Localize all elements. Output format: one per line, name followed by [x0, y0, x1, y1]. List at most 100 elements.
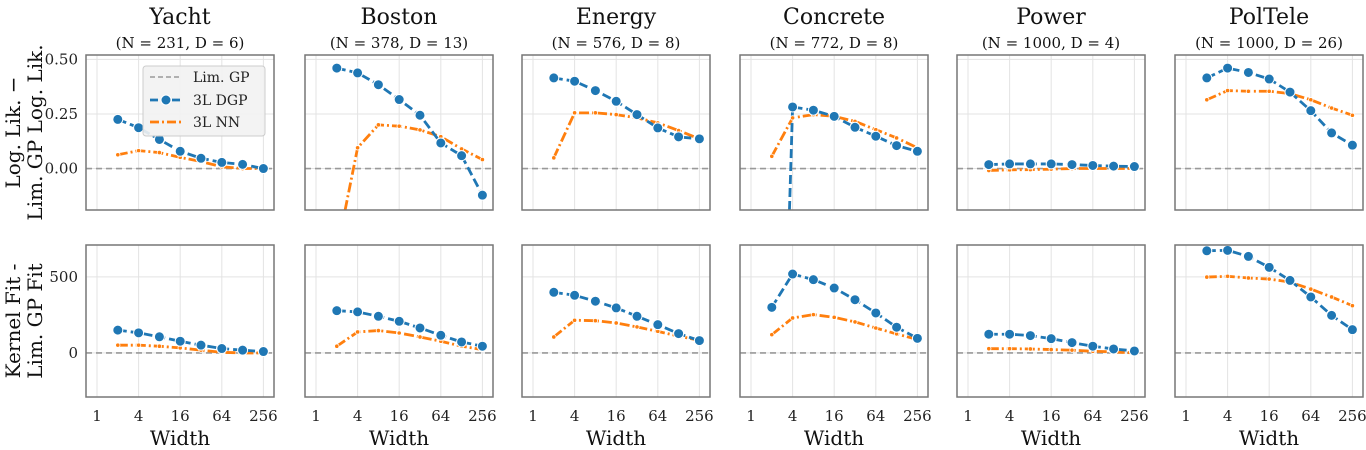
point-3l-nn [115, 342, 121, 348]
point-3l-dgp [331, 305, 343, 317]
point-3l-dgp [237, 158, 249, 170]
point-3l-nn [1225, 273, 1231, 279]
point-3l-dgp [1326, 127, 1338, 139]
point-3l-dgp [195, 339, 207, 351]
point-3l-dgp [1045, 333, 1057, 345]
panel-top-4: Power (N = 1000, D = 4) [956, 5, 1146, 211]
legend-dgp-marker [160, 94, 172, 106]
point-3l-dgp [891, 140, 903, 152]
point-3l-nn [354, 145, 361, 151]
point-3l-dgp [1108, 160, 1120, 172]
point-3l-nn [1048, 346, 1054, 353]
point-3l-nn [634, 324, 640, 330]
point-3l-dgp [673, 328, 685, 340]
point-3l-dgp [807, 274, 819, 286]
panel-frame [956, 54, 1146, 211]
point-3l-dgp [216, 156, 228, 168]
y-tick-label: 0.25 [45, 105, 78, 123]
panel-bottom-2: 1 4 16 64 256 Width [521, 244, 714, 450]
point-3l-dgp [237, 344, 249, 356]
point-3l-dgp [112, 324, 124, 336]
panel-bottom-1: 1 4 16 64 256 Width [304, 244, 497, 450]
point-3l-dgp [983, 328, 995, 340]
x-tick-label: 4 [134, 407, 144, 425]
panel-top-3: Concrete (N = 772, D = 8) [739, 5, 929, 211]
panel-subtitle: (N = 1000, D = 26) [1195, 34, 1343, 52]
point-3l-dgp [133, 327, 145, 339]
point-3l-dgp [548, 286, 560, 298]
x-tick-label: 16 [607, 407, 626, 425]
panel-title: PolTele [1229, 5, 1309, 30]
point-3l-nn [1349, 303, 1356, 309]
point-3l-dgp [589, 295, 601, 307]
panel-frame [521, 54, 711, 211]
point-3l-dgp [257, 163, 269, 175]
series-3l-dgp-line [1206, 248, 1354, 331]
point-3l-dgp [1201, 72, 1213, 84]
point-3l-dgp [870, 307, 882, 319]
point-3l-nn [1266, 276, 1272, 282]
point-3l-dgp [133, 122, 145, 134]
point-3l-nn [156, 149, 162, 156]
x-tick-label: 16 [171, 407, 190, 425]
x-axis-label: Width [1021, 426, 1081, 450]
panel-bottom-5: 1 4 16 64 256 Width [1174, 244, 1366, 450]
point-3l-dgp [652, 122, 664, 134]
panel-frame [1174, 244, 1364, 398]
panel-frame [85, 244, 275, 398]
point-3l-nn [1308, 97, 1314, 103]
point-3l-nn [354, 329, 361, 335]
x-tick-label: 1 [528, 407, 538, 425]
point-3l-dgp [1305, 105, 1317, 117]
legend-label: Lim. GP [193, 70, 250, 86]
x-tick-label: 64 [431, 407, 450, 425]
point-3l-dgp [766, 301, 778, 313]
x-tick-label: 1 [746, 407, 756, 425]
x-axis-label: Width [150, 426, 210, 450]
point-3l-nn [592, 318, 599, 324]
point-3l-dgp [548, 72, 560, 84]
point-3l-nn [1245, 275, 1252, 281]
legend-label: 3L NN [193, 115, 240, 131]
point-3l-dgp [569, 75, 581, 87]
point-3l-nn [375, 122, 381, 128]
panel-subtitle: (N = 1000, D = 4) [982, 34, 1120, 52]
point-3l-nn [769, 332, 775, 338]
point-3l-dgp [870, 130, 882, 142]
point-3l-dgp [1242, 66, 1254, 78]
point-3l-dgp [631, 310, 643, 322]
point-3l-dgp [610, 302, 622, 314]
point-3l-dgp [476, 340, 488, 352]
point-3l-dgp [1128, 345, 1140, 357]
point-3l-nn [789, 115, 796, 121]
point-3l-dgp [828, 282, 840, 294]
panel-bottom-0: 1 4 16 64 256 Width 0 500 Kernel Fit -Lim. GP Fi… [1, 244, 278, 450]
point-3l-dgp [610, 95, 622, 107]
point-3l-nn [1069, 347, 1075, 353]
point-3l-dgp [456, 336, 468, 348]
x-tick-label: 64 [1083, 407, 1102, 425]
point-3l-dgp [435, 329, 447, 341]
x-tick-label: 1 [311, 407, 321, 425]
point-3l-dgp [112, 113, 124, 125]
legend-label: 3L DGP [193, 93, 247, 109]
point-3l-nn [1027, 346, 1034, 352]
y-tick-label: 0.00 [45, 160, 78, 178]
point-3l-nn [551, 155, 557, 161]
point-3l-nn [769, 153, 775, 159]
point-3l-dgp [1263, 73, 1275, 85]
x-tick-label: 4 [1223, 407, 1233, 425]
x-tick-label: 4 [570, 407, 580, 425]
x-tick-label: 64 [866, 407, 885, 425]
point-3l-dgp [1128, 161, 1140, 173]
panel-frame [521, 244, 711, 398]
series-3l-nn-line [1206, 274, 1353, 307]
point-3l-nn [571, 317, 578, 323]
point-3l-dgp [352, 306, 364, 318]
panel-top-2: Energy (N = 576, D = 8) [521, 5, 711, 211]
x-tick-label: 256 [1338, 407, 1366, 425]
y-axis-label: Lim. GP Log. Lik. [23, 44, 47, 220]
point-3l-dgp [1024, 158, 1036, 170]
point-3l-dgp [1201, 245, 1213, 257]
